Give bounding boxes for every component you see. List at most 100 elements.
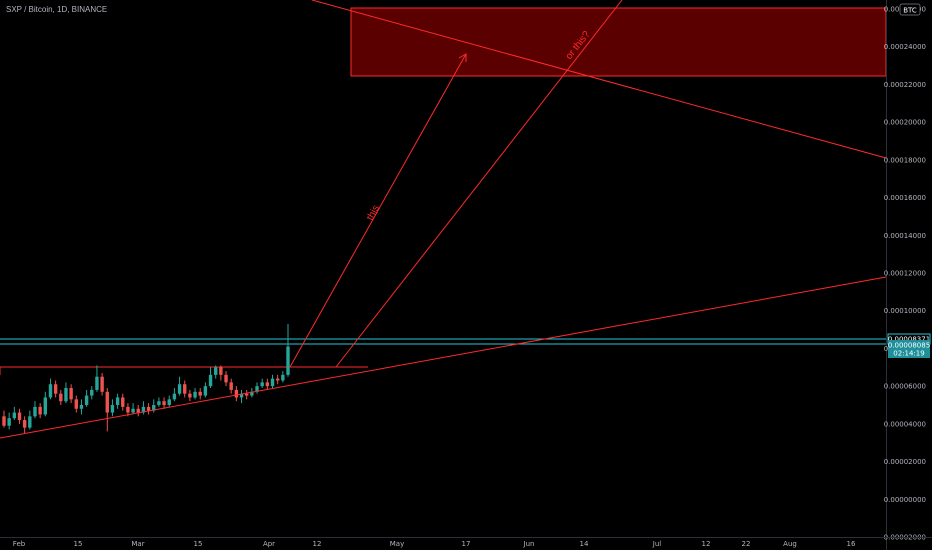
candle-body xyxy=(95,376,99,390)
time-tick-label: Feb xyxy=(13,540,26,548)
candle-body xyxy=(239,393,244,398)
candle-body xyxy=(90,389,94,396)
time-tick-label: 15 xyxy=(74,540,83,548)
price-tick-label: 0.00002000 xyxy=(884,458,926,466)
candle-body xyxy=(172,393,177,400)
candle-body xyxy=(244,393,249,396)
symbol-title: SXP / Bitcoin, 1D, BINANCE xyxy=(6,5,108,14)
candle-body xyxy=(270,378,275,387)
candle-body xyxy=(234,389,239,398)
candle-body xyxy=(43,397,48,415)
candle-body xyxy=(2,416,6,426)
current-price-label: 0.00008085 xyxy=(888,342,930,350)
candle-body xyxy=(28,416,32,428)
candle-body xyxy=(126,406,130,413)
candle-body xyxy=(162,401,166,405)
candle-body xyxy=(146,406,151,411)
level-upper-label: 0.00008371 xyxy=(888,336,930,344)
candle-body xyxy=(219,367,223,375)
candle-body xyxy=(7,418,11,426)
candle-body xyxy=(74,399,78,409)
candle-body xyxy=(136,408,140,413)
candle-body xyxy=(64,388,68,402)
projection-line-this xyxy=(289,53,467,368)
candle-body xyxy=(84,395,89,405)
candle-body xyxy=(48,384,53,398)
price-tick-label: 0.00000000 xyxy=(884,496,926,504)
candle-body xyxy=(115,397,120,405)
price-tick-label: 0.00012000 xyxy=(884,270,926,278)
candles xyxy=(2,323,290,434)
candle-body xyxy=(260,382,264,387)
price-tick-label: 0.00014000 xyxy=(884,232,926,240)
price-tick-label: 0.00022000 xyxy=(884,81,926,89)
candle-body xyxy=(265,382,270,387)
candle-body xyxy=(141,406,146,413)
candle-body xyxy=(59,393,63,402)
candle-body xyxy=(152,405,156,411)
candle-body xyxy=(110,405,115,413)
time-tick-label: May xyxy=(390,540,404,548)
price-tick-label: 0.00016000 xyxy=(884,194,926,202)
projection-line-or-this xyxy=(335,0,623,368)
price-tick-label: 0.00006000 xyxy=(884,383,926,391)
candle-body xyxy=(69,388,73,400)
price-tick-label: 0.00020000 xyxy=(884,119,926,127)
price-tick-label: 0.00010000 xyxy=(884,307,926,315)
candle-body xyxy=(250,391,254,396)
candle-body xyxy=(275,378,280,381)
time-tick-label: 12 xyxy=(702,540,711,548)
time-tick-label: Jul xyxy=(652,540,662,548)
candle-body xyxy=(255,386,259,392)
currency-badge xyxy=(899,3,921,16)
candle-body xyxy=(183,384,187,394)
currency-badge-label: BTC xyxy=(903,7,917,15)
time-tick-label: 22 xyxy=(742,540,751,548)
candle-body xyxy=(17,412,22,421)
support-trendline xyxy=(0,276,887,439)
price-levels xyxy=(0,338,886,375)
time-tick-label: 12 xyxy=(313,540,322,548)
candle-body xyxy=(33,406,37,417)
price-tick-label: 0.00004000 xyxy=(884,420,926,428)
candle-body xyxy=(157,401,161,405)
candle-body xyxy=(167,399,171,405)
price-tick-label: 0.00018000 xyxy=(884,156,926,164)
price-tick-label: 0.00024000 xyxy=(884,43,926,51)
descending-trendline xyxy=(311,0,887,159)
candle-body xyxy=(229,382,233,390)
candle-body xyxy=(22,420,27,428)
time-tick-label: 17 xyxy=(462,540,471,548)
price-axis: 0.000260000.000240000.000220000.00020000… xyxy=(881,0,926,550)
current-price-badge xyxy=(888,340,930,358)
candle-body xyxy=(38,406,42,415)
countdown-label: 02:14:19 xyxy=(893,350,924,358)
candle-body xyxy=(286,346,290,375)
candle-body xyxy=(214,367,218,375)
target-zone-box xyxy=(350,7,887,77)
time-tick-label: 15 xyxy=(194,540,203,548)
candle-body xyxy=(177,384,182,394)
arrowhead-this xyxy=(458,53,467,62)
candle-body xyxy=(79,405,84,409)
candle-body xyxy=(193,391,197,398)
time-tick-label: Jun xyxy=(523,540,535,548)
candle-body xyxy=(208,374,213,387)
time-tick-label: Aug xyxy=(783,540,797,548)
candle-body xyxy=(100,376,104,392)
time-tick-label: 16 xyxy=(847,540,856,548)
target-zone xyxy=(350,7,887,77)
candle-body xyxy=(281,374,285,381)
candle-body xyxy=(53,384,58,394)
time-tick-label: 14 xyxy=(580,540,589,548)
candle-body xyxy=(203,386,208,396)
time-tick-label: Apr xyxy=(263,540,275,548)
candle-body xyxy=(121,397,125,407)
candle-body xyxy=(12,412,17,419)
time-axis: Feb 15 Mar 15 Apr 12 May 17 Jun 14 Jul 12 22 Aug 16 xyxy=(0,537,932,548)
time-tick-label: Mar xyxy=(131,540,144,548)
candle-body xyxy=(198,391,202,396)
candle-body xyxy=(224,374,228,383)
